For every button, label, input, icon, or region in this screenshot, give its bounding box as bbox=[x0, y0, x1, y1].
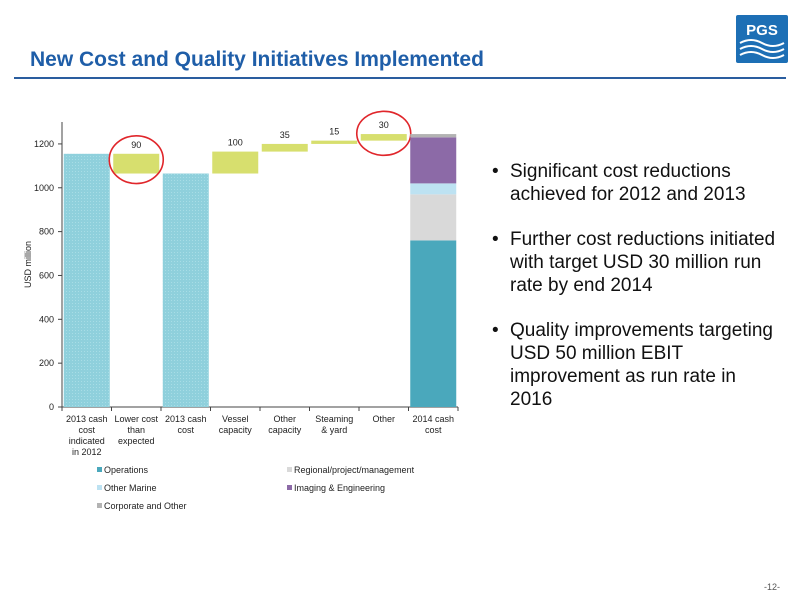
bar-step bbox=[311, 140, 358, 144]
data-label: 30 bbox=[379, 120, 389, 130]
x-tick-label: 2013 cash bbox=[66, 414, 108, 424]
legend-swatch bbox=[97, 467, 102, 472]
y-axis-label: USD million bbox=[23, 241, 33, 288]
logo-wave-3 bbox=[739, 51, 785, 59]
legend-label: Other Marine bbox=[104, 483, 157, 493]
bar-segment bbox=[410, 134, 457, 138]
x-tick-label: Other bbox=[372, 414, 395, 424]
y-tick-label: 1200 bbox=[34, 139, 54, 149]
bar-segment bbox=[410, 183, 457, 195]
x-tick-label: cost bbox=[177, 425, 194, 435]
bullet-dot: • bbox=[492, 320, 499, 341]
bar-total bbox=[162, 173, 209, 407]
legend-label: Imaging & Engineering bbox=[294, 483, 385, 493]
bar-step bbox=[212, 151, 259, 174]
x-tick-label: than bbox=[127, 425, 145, 435]
legend-swatch bbox=[97, 485, 102, 490]
x-tick-label: in 2012 bbox=[72, 447, 102, 457]
x-tick-label: Vessel bbox=[222, 414, 249, 424]
y-tick-label: 200 bbox=[39, 358, 54, 368]
page-number: -12- bbox=[763, 582, 780, 592]
title-divider bbox=[14, 77, 786, 79]
highlight-circle bbox=[108, 134, 165, 185]
bar-segment bbox=[410, 137, 457, 184]
data-label: 90 bbox=[131, 140, 141, 150]
logo-wave-1 bbox=[739, 39, 785, 47]
legend-swatch bbox=[287, 485, 292, 490]
bar-total bbox=[63, 153, 110, 407]
y-tick-label: 600 bbox=[39, 270, 54, 280]
bar-step bbox=[360, 134, 407, 141]
logo-wave-2 bbox=[739, 45, 785, 53]
highlight-circle bbox=[355, 110, 412, 157]
legend-label: Regional/project/management bbox=[294, 465, 415, 475]
bar-step bbox=[261, 143, 308, 152]
bullet-item: • Quality improvements targeting USD 50 m… bbox=[492, 319, 782, 411]
y-tick-label: 0 bbox=[49, 402, 54, 412]
bullet-text: Quality improvements targeting USD 50 mi… bbox=[510, 320, 773, 410]
slide-title: New Cost and Quality Initiatives Impleme… bbox=[30, 48, 484, 71]
x-tick-label: 2013 cash bbox=[165, 414, 207, 424]
bullet-item: • Significant cost reductions achieved fo… bbox=[492, 160, 782, 206]
x-tick-label: cost bbox=[78, 425, 95, 435]
x-tick-label: capacity bbox=[219, 425, 253, 435]
legend-label: Corporate and Other bbox=[104, 501, 187, 511]
pgs-logo: PGS bbox=[736, 15, 788, 63]
data-label: 35 bbox=[280, 130, 290, 140]
x-tick-label: 2014 cash bbox=[412, 414, 454, 424]
bullet-dot: • bbox=[492, 161, 499, 182]
x-tick-label: & yard bbox=[321, 425, 347, 435]
bullet-text: Significant cost reductions achieved for… bbox=[510, 161, 746, 205]
y-tick-label: 400 bbox=[39, 314, 54, 324]
bullet-text: Further cost reductions initiated with t… bbox=[510, 229, 776, 296]
bar-segment bbox=[410, 194, 457, 241]
bar-segment bbox=[410, 240, 457, 407]
bullet-dot: • bbox=[492, 229, 499, 250]
bar-step bbox=[113, 153, 160, 174]
x-tick-label: Other bbox=[273, 414, 296, 424]
bullet-item: • Further cost reductions initiated with … bbox=[492, 228, 782, 297]
data-label: 100 bbox=[228, 138, 243, 148]
bullet-list: • Significant cost reductions achieved fo… bbox=[492, 160, 782, 433]
logo-text: PGS bbox=[746, 22, 778, 39]
x-tick-label: Steaming bbox=[315, 414, 353, 424]
y-tick-label: 1000 bbox=[34, 183, 54, 193]
x-tick-label: cost bbox=[425, 425, 442, 435]
legend-swatch bbox=[97, 503, 102, 508]
x-tick-label: Lower cost bbox=[114, 414, 158, 424]
data-label: 15 bbox=[329, 127, 339, 137]
legend-label: Operations bbox=[104, 465, 149, 475]
x-tick-label: indicated bbox=[69, 436, 105, 446]
x-tick-label: capacity bbox=[268, 425, 302, 435]
legend-swatch bbox=[287, 467, 292, 472]
y-tick-label: 800 bbox=[39, 227, 54, 237]
x-tick-label: expected bbox=[118, 436, 155, 446]
